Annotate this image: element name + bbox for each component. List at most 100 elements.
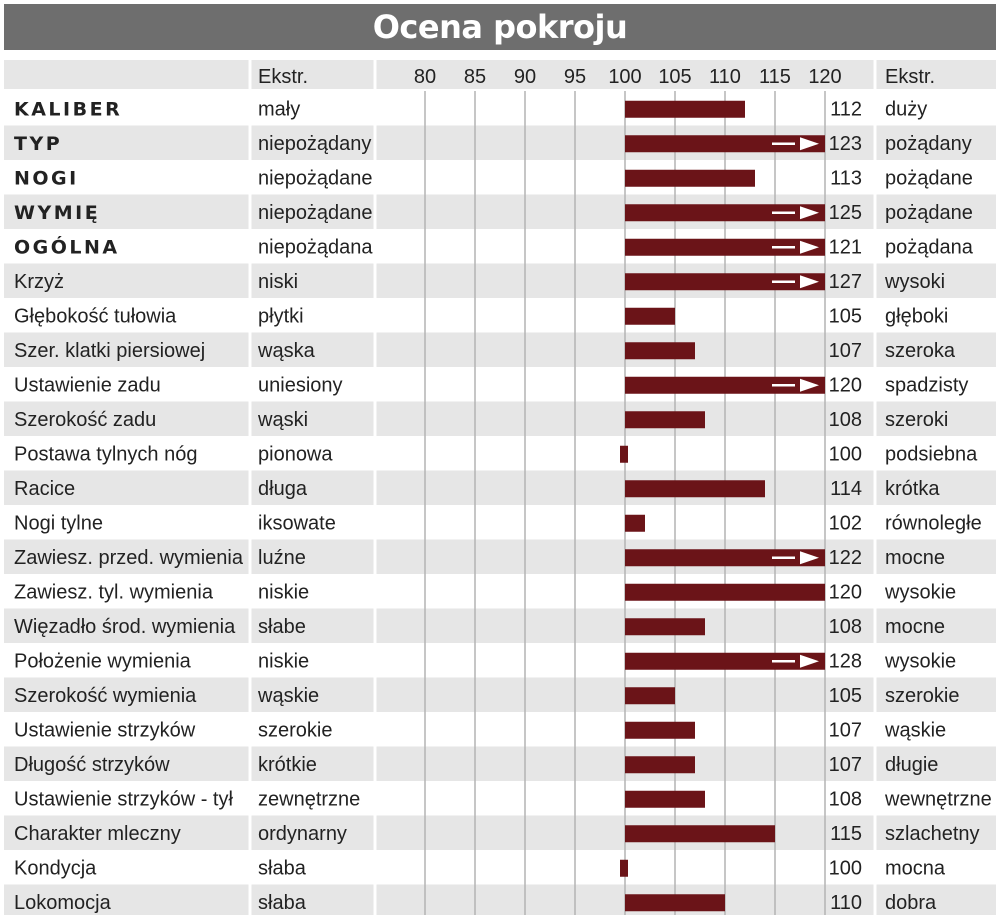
left-extreme-label: niskie — [258, 581, 309, 603]
right-extreme-label: wysoki — [884, 271, 945, 293]
left-extreme-label: ordynarny — [258, 823, 347, 845]
value-label: 107 — [829, 719, 862, 741]
value-label: 107 — [829, 754, 862, 776]
x-tick-label: 105 — [658, 66, 691, 88]
bar — [625, 549, 825, 567]
row-shade — [4, 263, 996, 298]
left-extreme-label: niepożądane — [258, 202, 373, 224]
trait-label: TYP — [14, 133, 62, 155]
bar — [620, 859, 628, 877]
overflow-arrow — [800, 654, 819, 668]
bar — [625, 376, 825, 394]
trait-label: Zawiesz. przed. wymienia — [14, 547, 244, 569]
right-extreme-label: wewnętrzne — [884, 788, 992, 810]
value-label: 105 — [829, 685, 862, 707]
trait-label: Ustawienie strzyków - tył — [14, 788, 233, 810]
x-tick-label: 115 — [759, 66, 791, 88]
value-label: 108 — [829, 788, 862, 810]
overflow-arrow — [800, 275, 819, 289]
right-extreme-label: pożądane — [885, 202, 973, 224]
row-shade — [4, 677, 996, 712]
value-label: 120 — [829, 374, 862, 396]
row-shade — [4, 539, 996, 574]
left-extreme-label: wąskie — [257, 685, 319, 707]
right-extreme-label: spadzisty — [885, 374, 968, 396]
bar — [625, 307, 675, 325]
value-label: 112 — [830, 98, 862, 120]
bar — [625, 238, 825, 256]
right-extreme-label: mocne — [885, 547, 945, 569]
bar — [625, 583, 825, 601]
left-extreme-label: zewnętrzne — [258, 788, 360, 810]
trait-label: Ustawienie strzyków — [14, 719, 196, 741]
bar — [625, 790, 705, 808]
left-extreme-label: słaba — [258, 857, 307, 879]
trait-label: NOGI — [14, 167, 79, 189]
value-label: 108 — [829, 409, 862, 431]
trait-label: Głębokość tułowia — [14, 305, 177, 327]
left-extreme-label: niski — [258, 271, 298, 293]
bar — [625, 756, 695, 774]
row-shade — [4, 401, 996, 436]
x-tick-label: 80 — [414, 66, 436, 88]
right-extreme-label: mocne — [885, 616, 945, 638]
bar — [625, 687, 675, 705]
left-extreme-label: luźne — [258, 547, 306, 569]
right-extreme-label: krótka — [885, 478, 940, 500]
value-label: 113 — [830, 167, 862, 189]
value-label: 115 — [830, 823, 862, 845]
trait-label: Szer. klatki piersiowej — [14, 340, 205, 362]
trait-label: KALIBER — [14, 98, 122, 120]
value-label: 105 — [829, 305, 862, 327]
overflow-arrow — [800, 551, 819, 565]
value-label: 121 — [829, 236, 862, 258]
trait-label: Nogi tylne — [14, 512, 103, 534]
value-label: 102 — [829, 512, 862, 534]
left-extreme-label: słabe — [258, 616, 306, 638]
trait-label: Szerokość wymienia — [14, 685, 197, 707]
left-extreme-label: płytki — [258, 305, 304, 327]
x-tick-label: 100 — [608, 66, 641, 88]
row-shade — [4, 194, 996, 229]
right-extreme-header: Ekstr. — [885, 66, 935, 88]
bar — [625, 721, 695, 739]
trait-label: Lokomocja — [14, 892, 112, 914]
left-extreme-label: niepożądany — [258, 133, 371, 155]
left-extreme-label: niskie — [258, 650, 309, 672]
row-shade — [4, 332, 996, 367]
right-extreme-label: podsiebna — [885, 443, 978, 465]
right-extreme-label: wysokie — [884, 650, 956, 672]
value-label: 100 — [829, 857, 862, 879]
bar — [625, 618, 705, 636]
bar — [625, 169, 755, 187]
bar — [625, 514, 645, 532]
x-tick-label: 120 — [808, 66, 841, 88]
trait-label: Zawiesz. tyl. wymienia — [14, 581, 214, 603]
row-shade — [4, 884, 996, 915]
left-extreme-header: Ekstr. — [258, 66, 308, 88]
left-extreme-label: niepożądana — [258, 236, 373, 258]
right-extreme-label: duży — [885, 98, 927, 120]
x-tick-label: 95 — [564, 66, 586, 88]
value-label: 108 — [829, 616, 862, 638]
right-extreme-label: pożądany — [885, 133, 972, 155]
trait-label: Ustawienie zadu — [14, 374, 161, 396]
header-row — [4, 60, 996, 90]
left-extreme-label: krótkie — [258, 754, 317, 776]
bar — [625, 825, 775, 843]
value-label: 127 — [829, 271, 862, 293]
trait-label: Postawa tylnych nóg — [14, 443, 197, 465]
bar — [625, 100, 745, 118]
overflow-arrow — [800, 137, 819, 151]
x-tick-label: 85 — [464, 66, 486, 88]
overflow-arrow — [800, 206, 819, 220]
right-extreme-label: głęboki — [885, 305, 948, 327]
value-label: 114 — [830, 478, 862, 500]
bar — [625, 894, 725, 912]
trait-label: Krzyż — [14, 271, 64, 293]
row-shade — [4, 125, 996, 160]
left-extreme-label: mały — [258, 98, 300, 120]
bar — [625, 204, 825, 222]
left-extreme-label: długa — [258, 478, 308, 500]
